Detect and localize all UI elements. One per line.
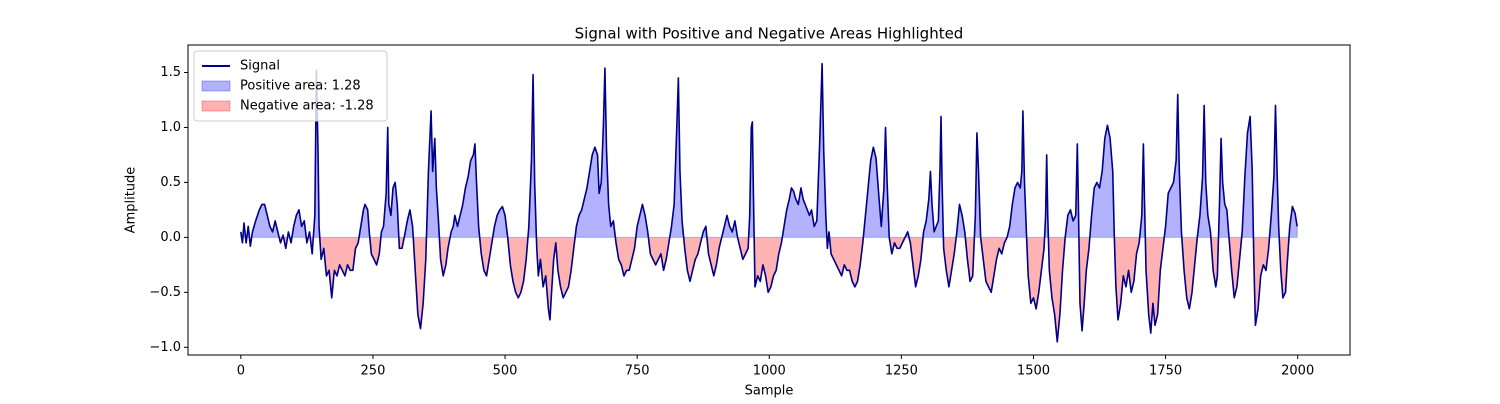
area-negative (240, 237, 1298, 342)
x-tick-label: 1500 (1017, 364, 1050, 379)
y-tick-label: −0.5 (149, 285, 181, 300)
x-tick-label: 0 (237, 364, 245, 379)
legend-swatch (201, 80, 231, 92)
x-axis-label: Sample (745, 384, 794, 399)
x-tick-label: 500 (493, 364, 518, 379)
area-positive (240, 63, 1298, 238)
y-tick-label: −1.0 (149, 340, 181, 355)
x-tick-label: 2000 (1281, 364, 1314, 379)
legend-label: Negative area: -1.28 (240, 99, 374, 114)
legend-label: Signal (240, 59, 280, 74)
x-tick-label: 1750 (1149, 364, 1182, 379)
legend-box (193, 50, 388, 122)
x-tick-label: 250 (361, 364, 386, 379)
x-tick-label: 1000 (753, 364, 786, 379)
y-axis-label: Amplitude (124, 167, 139, 234)
y-tick-label: 1.5 (160, 65, 181, 80)
x-tick-label: 750 (625, 364, 650, 379)
y-tick-label: 0.5 (160, 175, 181, 190)
plot-frame (187, 44, 1351, 356)
chart-title: Signal with Positive and Negative Areas … (575, 25, 964, 43)
legend-swatch (201, 100, 231, 112)
y-tick-label: 0.0 (160, 230, 181, 245)
y-tick-label: 1.0 (160, 120, 181, 135)
signal-line (240, 62, 1298, 343)
x-tick-label: 1250 (885, 364, 918, 379)
legend-label: Positive area: 1.28 (240, 79, 361, 94)
